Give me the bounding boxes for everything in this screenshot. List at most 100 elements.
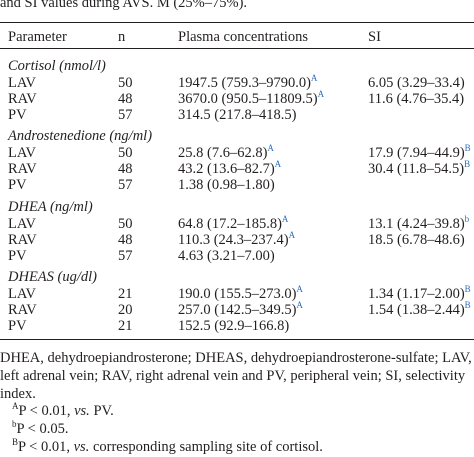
cell-si: 6.05 (3.29–33.4) bbox=[368, 75, 465, 91]
cell-si: 1.34 (1.17–2.00)B bbox=[368, 285, 471, 303]
cell-plasma: 64.8 (17.2–185.8)A bbox=[178, 214, 289, 233]
cell-plasma: 314.5 (217.8–418.5) bbox=[178, 107, 296, 123]
cell-plasma: 1.38 (0.98–1.80) bbox=[178, 177, 275, 193]
cell-param: RAV bbox=[8, 232, 37, 248]
cell-plasma: 43.2 (13.6–82.7)A bbox=[178, 160, 281, 178]
cell-plasma: 152.5 (92.9–166.8) bbox=[178, 318, 289, 334]
cell-text: 314.5 (217.8–418.5) bbox=[178, 107, 297, 123]
footnote-marker: A bbox=[281, 214, 289, 224]
header-cell: SI bbox=[368, 29, 381, 45]
bottom-rule bbox=[0, 339, 474, 340]
footnote-marker: A bbox=[310, 73, 318, 83]
footnote-marker: A bbox=[288, 230, 296, 240]
cell-text: 1947.5 (759.3–9790.0) bbox=[178, 75, 311, 91]
cell-param: RAV bbox=[8, 91, 37, 107]
cell-text: LAV bbox=[8, 286, 36, 302]
footnote-marker: A bbox=[296, 300, 303, 310]
cell-text: LAV bbox=[8, 75, 36, 91]
cell-text: 1.34 (1.17–2.00) bbox=[368, 286, 465, 302]
cell-text: RAV bbox=[8, 91, 37, 107]
cell-text: 50 bbox=[118, 145, 133, 161]
cell-text: 50 bbox=[118, 75, 133, 91]
cell-text: 1.38 (0.98–1.80) bbox=[178, 177, 275, 193]
cell-si: 17.9 (7.94–44.9)B bbox=[368, 143, 471, 162]
cell-text: 190.0 (155.5–273.0) bbox=[178, 286, 297, 302]
cell-n: 21 bbox=[118, 318, 133, 334]
cell-text: 57 bbox=[118, 177, 133, 193]
cell-param: LAV bbox=[8, 145, 36, 161]
cell-text: 20 bbox=[118, 302, 133, 318]
cell-text: 25.8 (7.6–62.8) bbox=[178, 145, 268, 161]
note-marker: b bbox=[12, 419, 17, 429]
cell-text: LAV bbox=[8, 145, 36, 161]
cell-plasma: 1947.5 (759.3–9790.0)A bbox=[178, 73, 318, 92]
footnote-marker: A bbox=[317, 89, 325, 99]
group-title: DHEAS (ug/dl) bbox=[8, 269, 97, 285]
header-cell: Parameter bbox=[8, 29, 67, 45]
note-text: vs. bbox=[74, 403, 90, 419]
note-marker: B bbox=[12, 437, 19, 447]
cell-param: PV bbox=[8, 318, 27, 334]
group-title: Cortisol (nmol/l) bbox=[8, 58, 106, 74]
footnote-note: bP < 0.05. bbox=[0, 419, 69, 438]
cell-n: 20 bbox=[118, 302, 133, 318]
footnote-note: AP < 0.01, vs. PV. bbox=[0, 401, 114, 420]
cell-plasma: 190.0 (155.5–273.0)A bbox=[178, 284, 303, 303]
cell-si: 11.6 (4.76–35.4) bbox=[368, 91, 464, 107]
cell-n: 48 bbox=[118, 161, 133, 177]
cell-param: PV bbox=[8, 248, 27, 264]
footnote-marker: b bbox=[464, 214, 470, 224]
cell-param: RAV bbox=[8, 161, 37, 177]
cell-plasma: 110.3 (24.3–237.4)A bbox=[178, 230, 296, 249]
cell-text: PV bbox=[8, 107, 27, 123]
cell-text: PV bbox=[8, 177, 27, 193]
cell-text: 48 bbox=[118, 232, 133, 248]
cell-n: 50 bbox=[118, 216, 133, 232]
cell-text: 17.9 (7.94–44.9) bbox=[368, 145, 465, 161]
cell-si: 13.1 (4.24–39.8)b bbox=[368, 214, 470, 233]
cell-text: 152.5 (92.9–166.8) bbox=[178, 318, 290, 334]
cell-text: 257.0 (142.5–349.5) bbox=[178, 302, 297, 318]
caption: and SI values during AVS. M (25%–75%). bbox=[0, 0, 248, 11]
cell-plasma: 4.63 (3.21–7.00) bbox=[178, 248, 275, 264]
cell-n: 57 bbox=[118, 107, 133, 123]
cell-n: 48 bbox=[118, 91, 133, 107]
cell-text: 4.63 (3.21–7.00) bbox=[178, 248, 275, 264]
note-text: vs. bbox=[73, 439, 90, 455]
cell-n: 50 bbox=[118, 75, 133, 91]
cell-param: LAV bbox=[8, 75, 36, 91]
cell-text: RAV bbox=[8, 161, 37, 177]
cell-text: 57 bbox=[118, 107, 133, 123]
note-text: P < 0.05. bbox=[16, 421, 69, 437]
cell-n: 50 bbox=[118, 145, 133, 161]
abbreviations: DHEA, dehydroepiandrosterone; DHEAS, deh… bbox=[0, 350, 472, 402]
cell-text: 18.5 (6.78–48.6) bbox=[368, 232, 465, 248]
footnote-marker: B bbox=[464, 159, 471, 169]
cell-si: 18.5 (6.78–48.6) bbox=[368, 232, 465, 248]
cell-text: 21 bbox=[118, 286, 133, 302]
cell-text: 43.2 (13.6–82.7) bbox=[178, 161, 275, 177]
note-text: P < 0.01, bbox=[18, 403, 75, 419]
cell-plasma: 25.8 (7.6–62.8)A bbox=[178, 143, 274, 162]
note-marker: A bbox=[12, 401, 19, 411]
note-text: P < 0.01, bbox=[18, 439, 74, 455]
cell-text: 1.54 (1.38–2.44) bbox=[368, 302, 465, 318]
cell-param: LAV bbox=[8, 286, 36, 302]
cell-text: 64.8 (17.2–185.8) bbox=[178, 216, 282, 232]
cell-n: 21 bbox=[118, 286, 133, 302]
footnote-marker: B bbox=[464, 143, 471, 153]
footnote-note: BP < 0.01, vs. corresponding sampling si… bbox=[0, 437, 323, 456]
cell-text: 11.6 (4.76–35.4) bbox=[368, 91, 465, 107]
cell-text: 21 bbox=[118, 318, 133, 334]
cell-text: 13.1 (4.24–39.8) bbox=[368, 216, 465, 232]
cell-text: 110.3 (24.3–237.4) bbox=[178, 232, 289, 248]
cell-text: RAV bbox=[8, 302, 37, 318]
cell-plasma: 257.0 (142.5–349.5)A bbox=[178, 300, 303, 319]
cell-text: 57 bbox=[118, 248, 133, 264]
cell-si: 30.4 (11.8–54.5)B bbox=[368, 159, 471, 178]
footnote-marker: A bbox=[267, 143, 274, 153]
group-title: Androstenedione (ng/ml) bbox=[8, 128, 153, 144]
footnote-marker: A bbox=[296, 284, 303, 294]
cell-text: 3670.0 (950.5–11809.5) bbox=[178, 91, 318, 107]
cell-text: 48 bbox=[118, 91, 133, 107]
